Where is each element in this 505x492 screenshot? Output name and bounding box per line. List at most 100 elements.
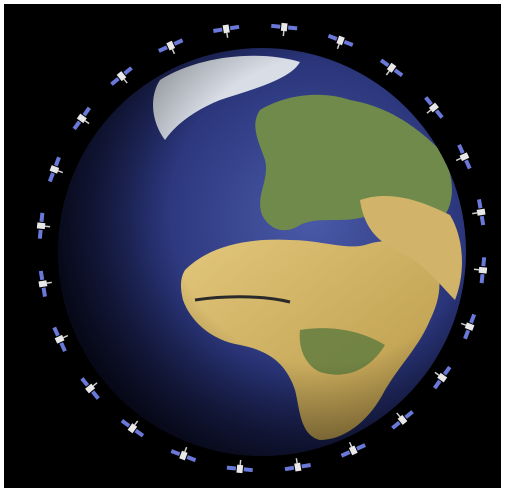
satellite-part	[59, 342, 67, 352]
satellite-part	[213, 27, 223, 33]
satellite-antenna	[92, 382, 98, 387]
satellite-part	[393, 68, 404, 78]
satellite-part	[85, 383, 96, 394]
satellite-part	[301, 463, 311, 469]
satellite	[38, 270, 52, 297]
satellite-part	[222, 24, 230, 34]
satellite-part	[52, 326, 60, 337]
satellite-part	[173, 38, 184, 46]
satellite-part	[424, 96, 433, 106]
satellite-antenna	[336, 43, 340, 50]
satellite-part	[397, 414, 408, 425]
satellite	[72, 106, 92, 131]
satellite-part	[434, 109, 444, 119]
satellite-antenna	[134, 420, 139, 426]
satellite-part	[158, 45, 168, 53]
satellite-part	[477, 199, 483, 209]
satellite	[284, 458, 311, 472]
satellite	[391, 410, 414, 430]
satellite-antenna	[455, 157, 462, 162]
satellite-part	[53, 156, 61, 167]
satellite-part	[39, 212, 45, 223]
satellite-part	[127, 423, 138, 434]
satellite	[170, 446, 197, 463]
satellite-part	[284, 465, 295, 472]
satellite-part	[170, 449, 181, 457]
satellite-part	[134, 428, 145, 438]
satellite	[36, 212, 51, 239]
satellite	[455, 144, 472, 170]
satellite-part	[91, 390, 100, 400]
satellite-antenna	[434, 371, 440, 376]
satellite-part	[186, 455, 197, 463]
satellite-part	[340, 450, 351, 458]
satellite-part	[82, 106, 92, 117]
satellite-antenna	[57, 170, 64, 174]
satellite	[472, 199, 486, 226]
satellite-part	[226, 465, 237, 471]
satellite-part	[428, 102, 439, 113]
satellite-part	[36, 222, 46, 230]
satellite	[226, 459, 253, 474]
satellite-part	[356, 443, 366, 451]
satellite-antenna	[348, 441, 353, 448]
satellite	[424, 96, 444, 119]
satellite-part	[391, 420, 401, 430]
satellite-part	[479, 215, 486, 226]
satellite-part	[294, 462, 302, 472]
satellite-part	[37, 229, 43, 239]
satellite-part	[404, 410, 414, 419]
satellite-part	[457, 144, 465, 154]
satellite-antenna	[84, 120, 90, 125]
satellite-part	[271, 23, 281, 29]
satellites	[36, 22, 488, 474]
satellite-part	[280, 22, 288, 32]
satellite-antenna	[396, 412, 401, 418]
satellite-part	[38, 280, 48, 288]
satellite-antenna	[171, 48, 176, 55]
satellite-antenna	[184, 446, 188, 453]
satellite-part	[386, 62, 397, 73]
satellite-part	[179, 450, 188, 461]
satellite	[120, 418, 145, 438]
satellite	[80, 377, 100, 400]
satellite	[340, 441, 366, 458]
satellite-part	[80, 377, 90, 387]
satellite-part	[479, 273, 485, 284]
satellite-part	[478, 266, 488, 274]
satellite	[47, 156, 64, 183]
satellite-part	[469, 313, 477, 324]
satellite-antenna	[123, 78, 128, 84]
satellite-part	[54, 334, 65, 344]
satellite-part	[432, 379, 442, 390]
satellite-antenna	[460, 322, 467, 326]
satellite-antenna	[472, 212, 478, 215]
satellite-part	[236, 464, 244, 474]
satellite	[327, 33, 354, 50]
satellite-part	[287, 25, 298, 31]
satellite-part	[41, 287, 47, 297]
satellite-part	[464, 159, 472, 170]
satellite-part	[49, 165, 60, 174]
satellite-part	[116, 71, 127, 82]
satellite-part	[72, 120, 82, 131]
satellite-part	[166, 40, 176, 51]
satellite	[460, 313, 477, 340]
satellite-part	[327, 33, 338, 41]
satellite-part	[76, 113, 87, 124]
satellite	[271, 22, 298, 37]
satellite-part	[463, 329, 471, 340]
satellite-part	[464, 322, 475, 331]
satellite	[379, 58, 404, 78]
satellite-part	[47, 172, 55, 183]
satellite-part	[459, 152, 470, 162]
satellite-antenna	[385, 70, 390, 76]
satellite-part	[243, 467, 253, 473]
satellite-antenna	[62, 334, 69, 339]
globe-shading	[58, 48, 466, 456]
satellite-part	[120, 418, 131, 428]
satellite-part	[336, 35, 345, 46]
